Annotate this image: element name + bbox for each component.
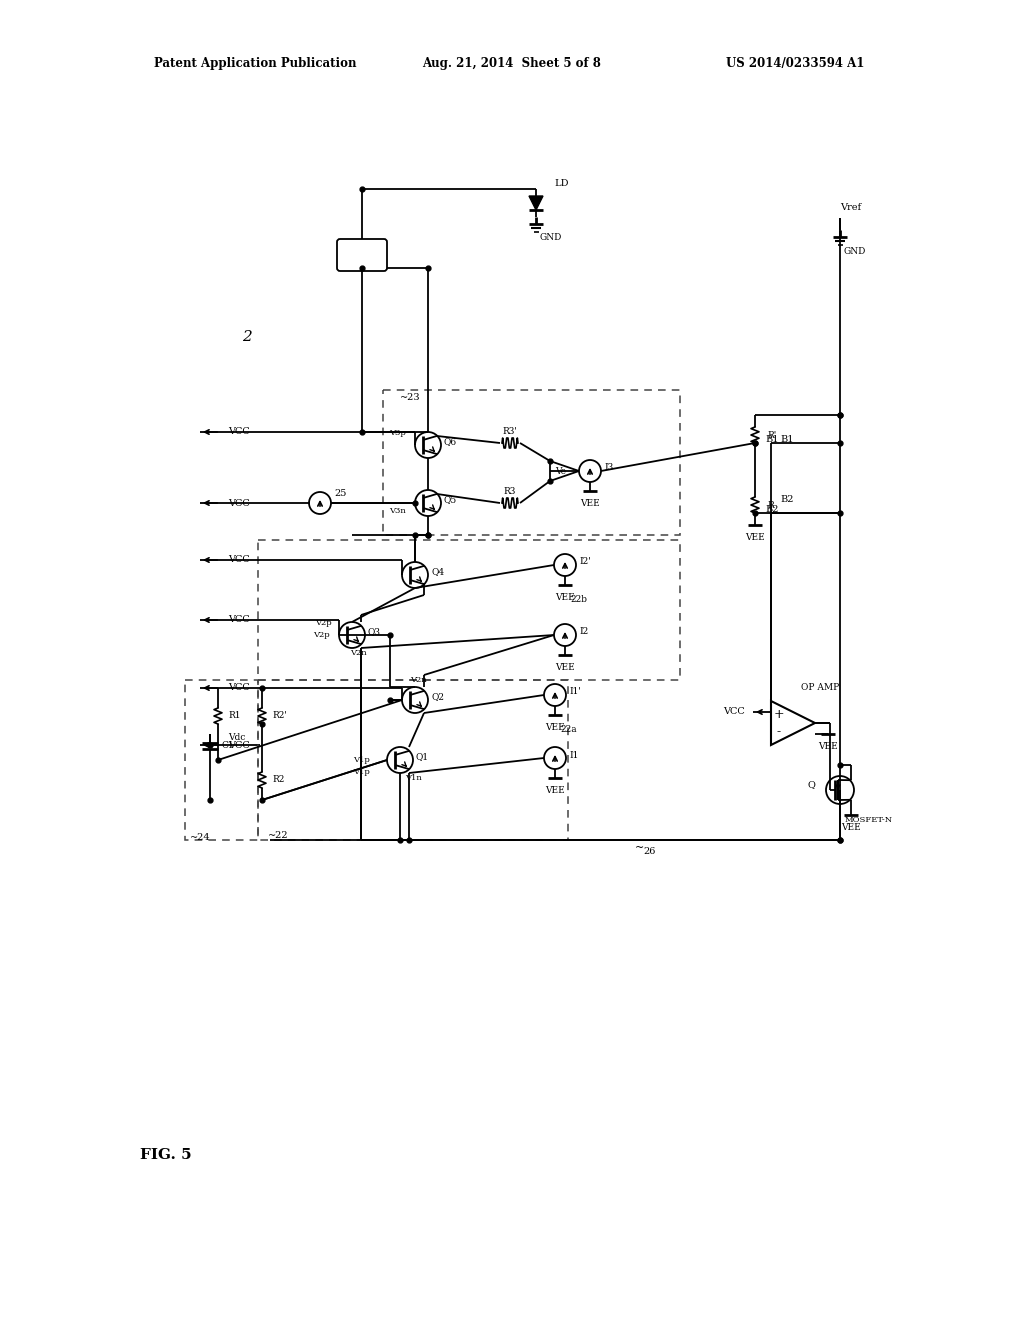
Text: V1n: V1n <box>406 774 422 781</box>
Text: I1': I1' <box>569 688 581 697</box>
Text: +: + <box>774 708 784 721</box>
Text: Patent Application Publication: Patent Application Publication <box>154 58 356 70</box>
Text: V2p: V2p <box>313 631 330 639</box>
Text: ~22: ~22 <box>268 832 289 841</box>
Text: 25: 25 <box>334 488 346 498</box>
Text: VCC: VCC <box>228 741 250 750</box>
Text: R: R <box>767 500 774 510</box>
Text: Q: Q <box>807 780 815 789</box>
Text: VCC: VCC <box>723 708 745 717</box>
Text: VEE: VEE <box>841 822 861 832</box>
Text: FIG. 5: FIG. 5 <box>140 1148 191 1162</box>
Text: V3n: V3n <box>389 507 406 515</box>
Text: R3': R3' <box>503 426 517 436</box>
Text: I1: I1 <box>569 751 579 759</box>
Text: US 2014/0233594 A1: US 2014/0233594 A1 <box>726 58 864 70</box>
Bar <box>258 680 568 840</box>
Text: VCC: VCC <box>228 615 250 624</box>
Text: ~24: ~24 <box>190 833 211 842</box>
Text: V2n: V2n <box>350 649 367 657</box>
Text: ~: ~ <box>635 843 645 853</box>
Text: ~23: ~23 <box>400 393 421 403</box>
Text: V2p: V2p <box>315 619 332 627</box>
Text: R2: R2 <box>272 776 285 784</box>
Text: GND: GND <box>844 247 866 256</box>
Text: B1: B1 <box>780 436 794 445</box>
Text: R': R' <box>767 430 776 440</box>
Text: VEE: VEE <box>555 663 574 672</box>
Text: R2': R2' <box>272 711 287 721</box>
Text: OP AMP: OP AMP <box>801 684 840 693</box>
Text: Q6: Q6 <box>444 437 457 446</box>
Text: Q1: Q1 <box>416 752 429 762</box>
Text: R3: R3 <box>504 487 516 495</box>
Text: Q2: Q2 <box>431 693 444 701</box>
Text: VEE: VEE <box>581 499 600 508</box>
Text: I3: I3 <box>604 463 613 473</box>
Text: I2': I2' <box>579 557 591 566</box>
Text: 26: 26 <box>644 847 656 857</box>
Text: V2n: V2n <box>410 676 427 684</box>
Text: Vdc: Vdc <box>228 734 246 742</box>
Text: 22b: 22b <box>570 595 587 605</box>
Text: V1p: V1p <box>353 756 370 764</box>
Text: VCC: VCC <box>228 684 250 693</box>
Text: B1: B1 <box>765 436 778 445</box>
Text: LD: LD <box>554 178 568 187</box>
Text: Q4: Q4 <box>431 568 444 577</box>
Text: I2: I2 <box>579 627 588 636</box>
Text: MOSFET-N: MOSFET-N <box>845 816 893 824</box>
Text: V3p: V3p <box>389 429 406 437</box>
Text: R1: R1 <box>228 711 241 721</box>
Bar <box>258 540 680 680</box>
Text: VCC: VCC <box>228 556 250 565</box>
Text: OUT: OUT <box>348 249 376 260</box>
Text: B2: B2 <box>780 495 794 504</box>
Text: V1p: V1p <box>353 768 370 776</box>
Text: Q5: Q5 <box>444 495 458 504</box>
Text: Q3: Q3 <box>368 627 381 636</box>
Text: VEE: VEE <box>818 742 838 751</box>
Text: VEE: VEE <box>545 723 565 733</box>
Text: Ve: Ve <box>555 466 566 475</box>
Text: -: - <box>777 726 781 738</box>
Text: 22a: 22a <box>560 726 577 734</box>
Polygon shape <box>529 195 543 210</box>
Text: B2: B2 <box>765 506 778 515</box>
Text: Vref: Vref <box>840 203 861 213</box>
Text: VEE: VEE <box>745 533 765 543</box>
Text: VCC: VCC <box>228 499 250 507</box>
Bar <box>383 389 680 535</box>
Text: VEE: VEE <box>545 785 565 795</box>
Text: Aug. 21, 2014  Sheet 5 of 8: Aug. 21, 2014 Sheet 5 of 8 <box>423 58 601 70</box>
FancyBboxPatch shape <box>337 239 387 271</box>
Text: VCC: VCC <box>228 428 250 437</box>
Text: GND: GND <box>540 232 562 242</box>
Text: C1: C1 <box>222 742 234 751</box>
Bar <box>185 680 258 840</box>
Text: 2: 2 <box>242 330 252 345</box>
Text: VEE: VEE <box>555 593 574 602</box>
